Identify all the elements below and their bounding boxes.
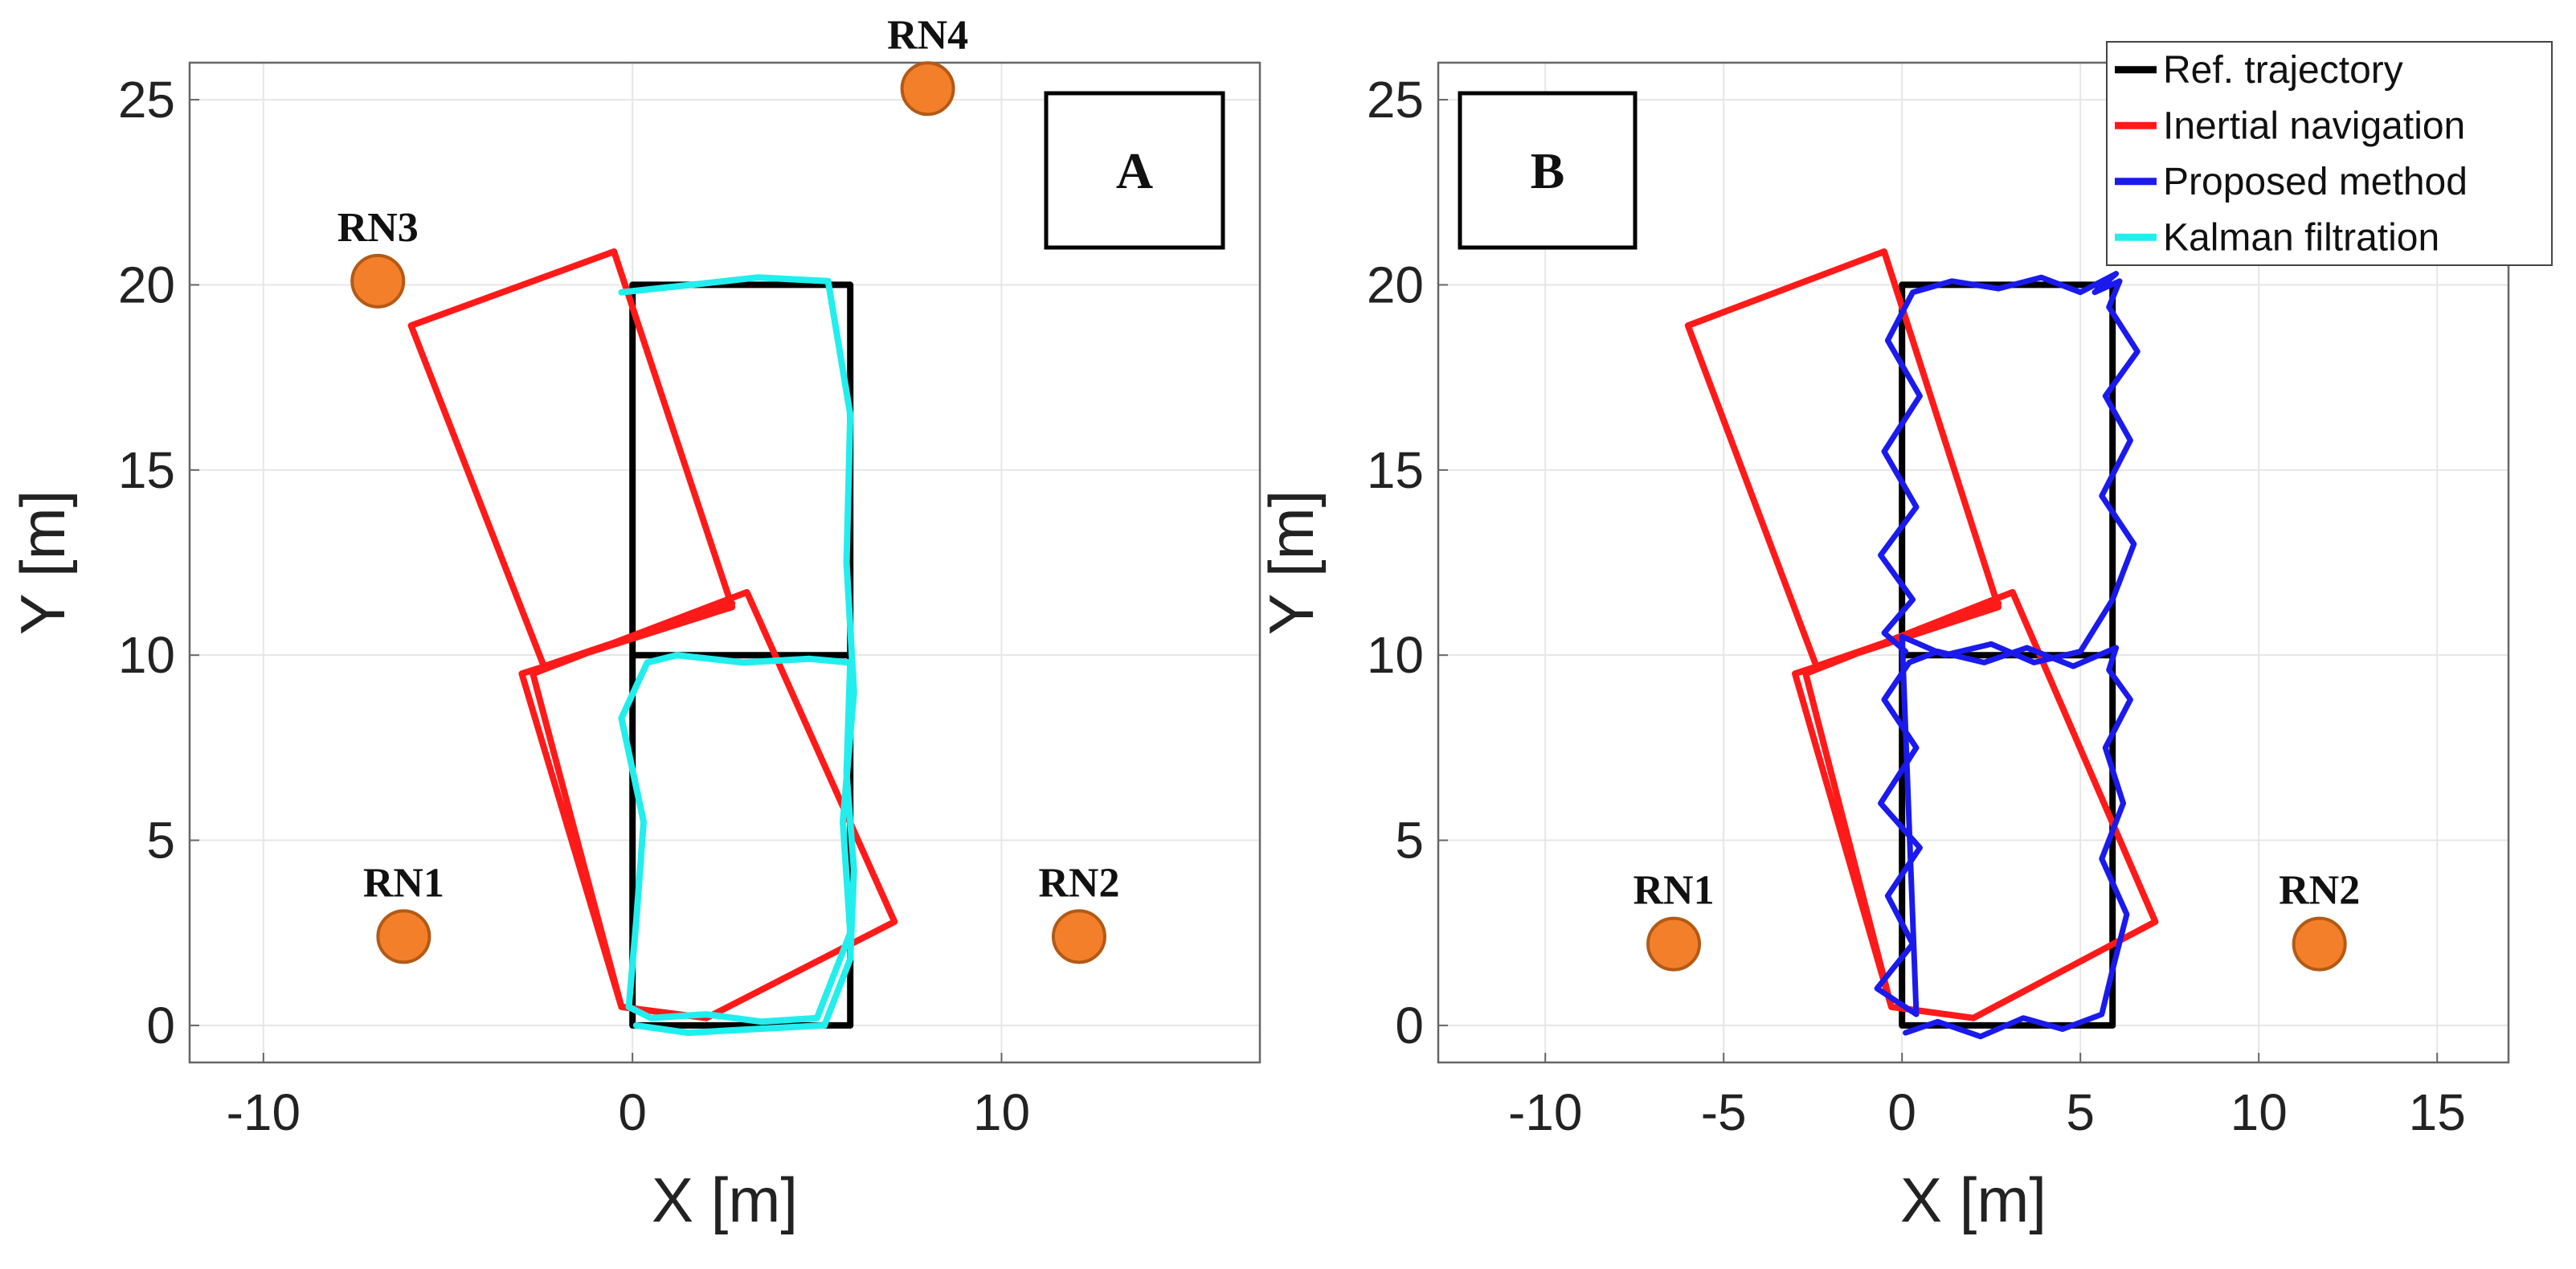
legend-box [2106,41,2553,266]
y-tick-label: 20 [1367,256,1424,313]
x-axis-label: X [m] [1900,1165,2046,1235]
node-marker-rn4 [900,61,955,117]
x-tick-label: 0 [618,1083,647,1141]
y-tick-label: 20 [118,256,175,313]
y-tick-label: 5 [1395,812,1424,870]
panel-label: B [1531,142,1565,199]
y-tick-label: 10 [1367,626,1424,684]
legend-label: Proposed method [2163,161,2468,203]
series-line-inertial-navigation [407,248,898,1021]
node-label-rn1: RN1 [363,860,444,906]
legend-label: Kalman filtration [2163,216,2439,259]
series-line-ref-trajectory [629,281,854,1029]
y-tick-label: 25 [1367,71,1424,129]
y-tick-label: 10 [118,626,175,684]
x-tick-label: -5 [1701,1083,1747,1141]
plot-frame [1437,61,2510,1064]
x-tick-label: -10 [1508,1083,1583,1141]
node-marker-rn2 [2292,916,2347,972]
y-tick-label: 0 [1395,997,1424,1054]
y-tick-label: 15 [118,441,175,499]
x-tick-label: 15 [2409,1083,2466,1141]
y-tick-label: 15 [1367,441,1424,499]
node-label-rn2: RN2 [1038,860,1119,906]
node-marker-rn1 [376,909,431,964]
node-marker-rn3 [350,253,406,309]
x-tick-label: 0 [1887,1083,1916,1141]
y-axis-label: Y [m] [7,490,78,636]
y-tick-label: 5 [146,812,175,870]
x-tick-label: 5 [2066,1083,2095,1141]
panel-a: -10 0 10 0 5 10 15 20 25 X [m] Y [m] RN1 RN2 RN3 RN4 A [7,12,1261,1235]
x-tick-label: -10 [227,1083,301,1141]
node-label-rn3: RN3 [337,205,419,251]
legend: Ref. trajectory Inertial navigation Propos… [2106,41,2553,266]
panel-b: -10 -5 0 5 10 15 0 5 10 15 20 25 X [m] Y [m] RN1 RN2 B Re… [1256,41,2553,1235]
y-tick-label: 0 [146,997,175,1054]
node-label-rn2: RN2 [2279,868,2360,914]
panel-label-box [1044,91,1225,250]
node-label-rn4: RN4 [887,12,968,58]
legend-label: Inertial navigation [2163,104,2465,147]
panel-label: A [1116,142,1153,199]
y-axis-label: Y [m] [1256,490,1327,636]
plot-frame [188,61,1261,1064]
legend-label: Ref. trajectory [2163,49,2403,92]
node-marker-rn1 [1646,916,1702,972]
series-line-inertial-navigation [1684,248,2159,1021]
node-label-rn1: RN1 [1633,868,1714,914]
series-line-kalman-filtration [618,274,857,1037]
series-line-proposed-method [1874,271,2141,1040]
x-tick-label: 10 [973,1083,1030,1141]
node-marker-rn2 [1051,909,1106,964]
panel-label-box [1458,91,1638,250]
y-tick-label: 25 [118,71,175,129]
x-axis-label: X [m] [652,1165,798,1235]
x-tick-label: 10 [2230,1083,2288,1141]
